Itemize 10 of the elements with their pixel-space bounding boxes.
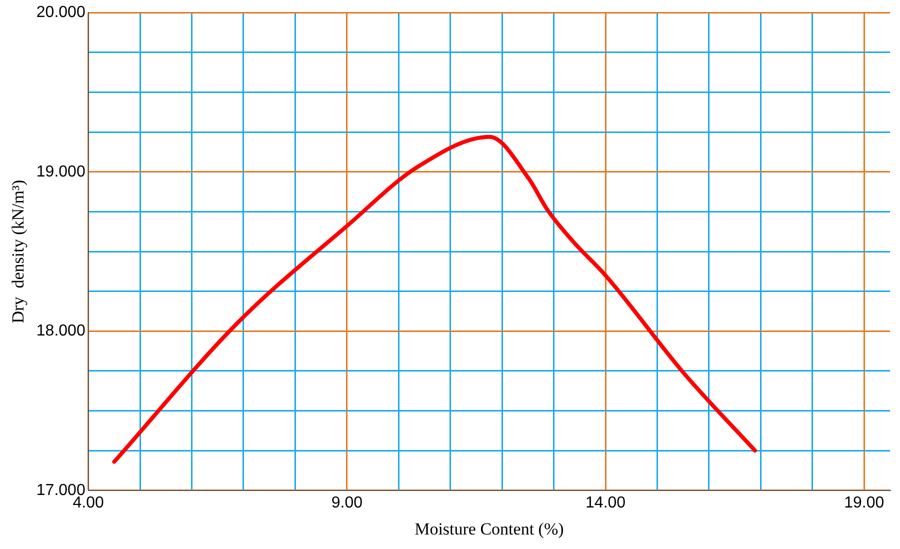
x-axis-title: Moisture Content (%)	[414, 519, 564, 538]
line-series	[112, 134, 758, 464]
x-tick-label: 4.00	[72, 494, 104, 512]
y-axis-title: Dry density (kN/m³)	[8, 180, 28, 324]
y-tick-label: 18.000	[36, 322, 86, 340]
y-tick-label: 20.000	[36, 4, 86, 22]
x-tick-label: 19.00	[844, 494, 884, 512]
x-tick-label: 9.00	[331, 494, 363, 512]
x-tick-label: 14.00	[586, 494, 626, 512]
y-tick-label: 19.000	[36, 163, 86, 180]
